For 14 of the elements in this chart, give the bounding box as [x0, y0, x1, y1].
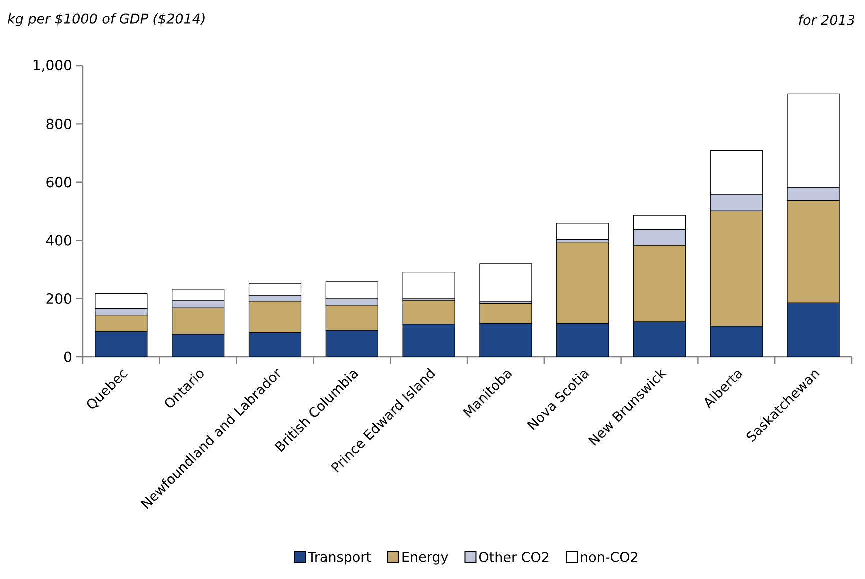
legend-label: non-CO2 — [581, 552, 638, 562]
bar — [480, 264, 532, 302]
y-tick-label: 400 — [46, 235, 72, 246]
legend-label: Energy — [402, 552, 448, 565]
y-tick-label: 1,000 — [34, 60, 72, 72]
y-tick-label: 800 — [46, 118, 72, 130]
y-tick-label: 200 — [46, 294, 72, 304]
bar — [556, 223, 610, 240]
text: for 2013 — [799, 14, 855, 26]
y-tick-label: 600 — [46, 177, 72, 188]
legend-label: Transport — [308, 552, 372, 565]
y-tick-label: 0 — [64, 352, 72, 362]
y-axis-title: kg per $1000 of GDP ($2014) — [8, 13, 205, 27]
legend-label: Other CO2 — [479, 552, 549, 562]
